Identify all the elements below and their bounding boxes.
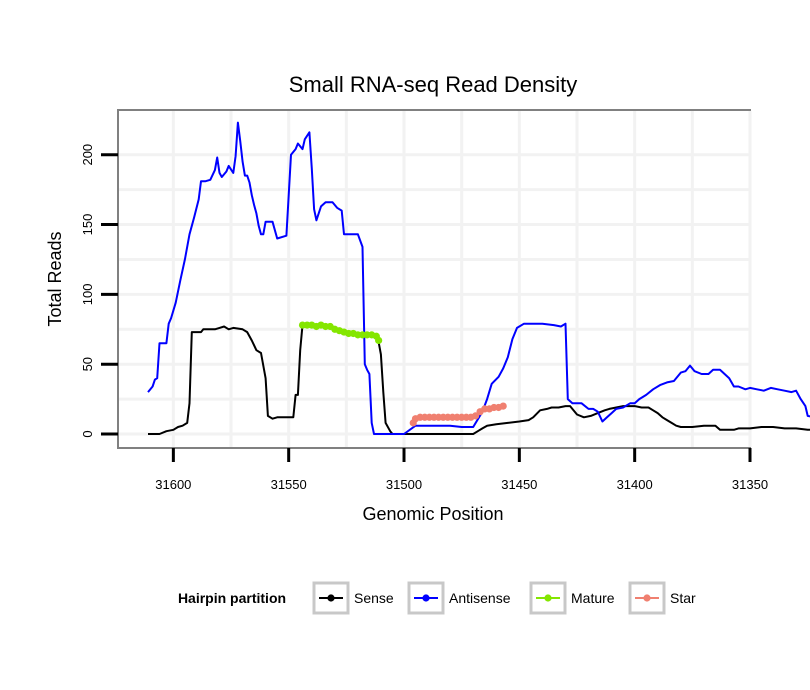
plot-background bbox=[117, 109, 751, 449]
legend-label-mature: Mature bbox=[571, 590, 615, 606]
series-line-sense bbox=[148, 324, 810, 435]
x-axis-title: Genomic Position bbox=[362, 504, 503, 524]
x-tick-label: 31500 bbox=[386, 477, 422, 492]
y-tick-label: 200 bbox=[80, 144, 95, 166]
data-point-mature bbox=[375, 336, 383, 345]
data-point-star bbox=[499, 402, 507, 410]
chart-title: Small RNA-seq Read Density bbox=[289, 72, 578, 97]
legend-key-point bbox=[327, 594, 335, 602]
y-axis-title: Total Reads bbox=[45, 231, 65, 326]
legend-label-antisense: Antisense bbox=[449, 590, 511, 606]
legend-title: Hairpin partition bbox=[178, 590, 286, 606]
y-axis: 0 50 100 150 200 bbox=[80, 144, 118, 438]
x-tick-label: 31600 bbox=[155, 477, 191, 492]
legend-key-point bbox=[544, 594, 552, 602]
series-line-antisense bbox=[147, 121, 810, 435]
x-tick-label: 31350 bbox=[732, 477, 768, 492]
grid-lines bbox=[119, 111, 752, 447]
y-tick-label: 50 bbox=[80, 357, 95, 371]
series-group bbox=[147, 121, 810, 435]
x-tick-label: 31550 bbox=[271, 477, 307, 492]
y-tick-label: 100 bbox=[80, 284, 95, 306]
legend-label-star: Star bbox=[670, 590, 696, 606]
legend: Hairpin partition Sense Antisense Mature St… bbox=[178, 581, 696, 615]
legend-key-point bbox=[643, 594, 651, 602]
x-tick-label: 31450 bbox=[501, 477, 537, 492]
legend-label-sense: Sense bbox=[354, 590, 394, 606]
x-tick-label: 31400 bbox=[617, 477, 653, 492]
y-tick-label: 0 bbox=[80, 430, 95, 437]
x-axis: 31600 31550 31500 31450 31400 31350 bbox=[155, 448, 768, 492]
legend-key-point bbox=[422, 594, 430, 602]
y-tick-label: 150 bbox=[80, 214, 95, 236]
data-point-star bbox=[471, 412, 480, 420]
